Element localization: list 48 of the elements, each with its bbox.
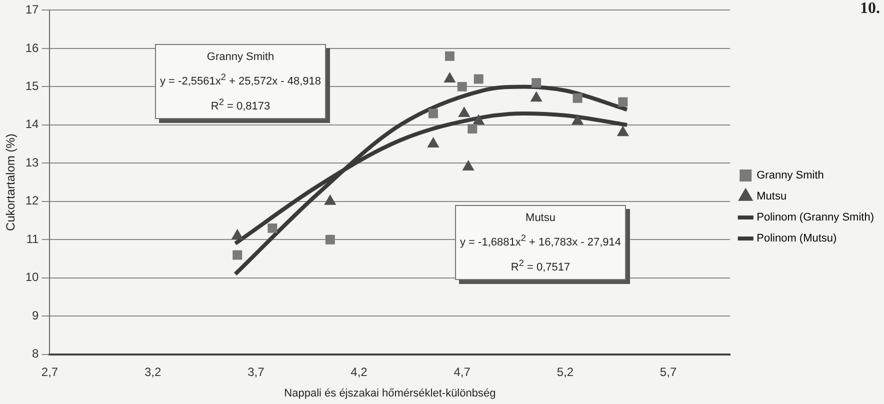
text: Mutsu y = -1,6881x$^{2}$ + 16,783x - 27,914 R$^{2}$ = 0,7517	[460, 212, 622, 274]
y-axis-title: Cukortartalom (%)	[4, 134, 18, 231]
point	[428, 108, 438, 118]
point	[324, 194, 336, 205]
point	[232, 250, 242, 260]
legend-label: Mutsu	[756, 190, 787, 203]
point	[472, 114, 484, 125]
x-axis-title: Nappali és éjszakai hőmérséklet-különbség	[284, 387, 496, 400]
x-tick-label: 5,7	[660, 364, 677, 379]
x-tick-label: 3,7	[248, 364, 265, 379]
x-tick-label: 2,7	[41, 364, 58, 379]
point	[428, 138, 439, 148]
legend-label: Granny Smith	[756, 170, 824, 182]
legend-label: Polinom (Granny Smith)	[756, 212, 874, 224]
point	[617, 126, 629, 136]
point	[572, 93, 582, 103]
point	[572, 114, 584, 125]
y-tick-label: 12	[25, 194, 40, 208]
point	[474, 74, 484, 84]
y-tick-label: 13	[25, 155, 40, 170]
y-tick-label: 17	[25, 2, 40, 17]
x-tick-label: 5,2	[556, 364, 574, 379]
point	[618, 97, 628, 107]
y-tick-label: 16	[25, 40, 40, 55]
point	[444, 51, 454, 61]
point	[268, 223, 278, 233]
x-tick-label: 4,2	[350, 364, 368, 379]
point	[468, 124, 478, 134]
point	[444, 72, 456, 83]
legend-label: Polinom (Mutsu)	[756, 232, 837, 245]
point	[458, 106, 470, 117]
x-tick-label: 3,2	[144, 364, 162, 379]
x-tick-label: 4,7	[454, 364, 471, 379]
point	[530, 92, 542, 102]
y-tick-label: 9	[32, 308, 40, 322]
point	[457, 82, 467, 92]
y-tick-label: 8	[32, 346, 40, 361]
point	[462, 160, 474, 170]
point	[232, 229, 244, 240]
point	[325, 234, 335, 244]
y-tick-label: 11	[26, 232, 40, 246]
y-tick-label: 15	[25, 79, 40, 93]
text: 10.	[860, 0, 880, 18]
y-tick-label: 10	[25, 270, 40, 284]
y-tick-label: 14	[25, 117, 40, 132]
line-series	[233, 84, 630, 276]
text: Granny Smith y = -2,5561x$^{2}$ + 25,572x - 48,918 R$^{2}$ = 0,8173	[160, 51, 322, 112]
point	[532, 78, 542, 88]
